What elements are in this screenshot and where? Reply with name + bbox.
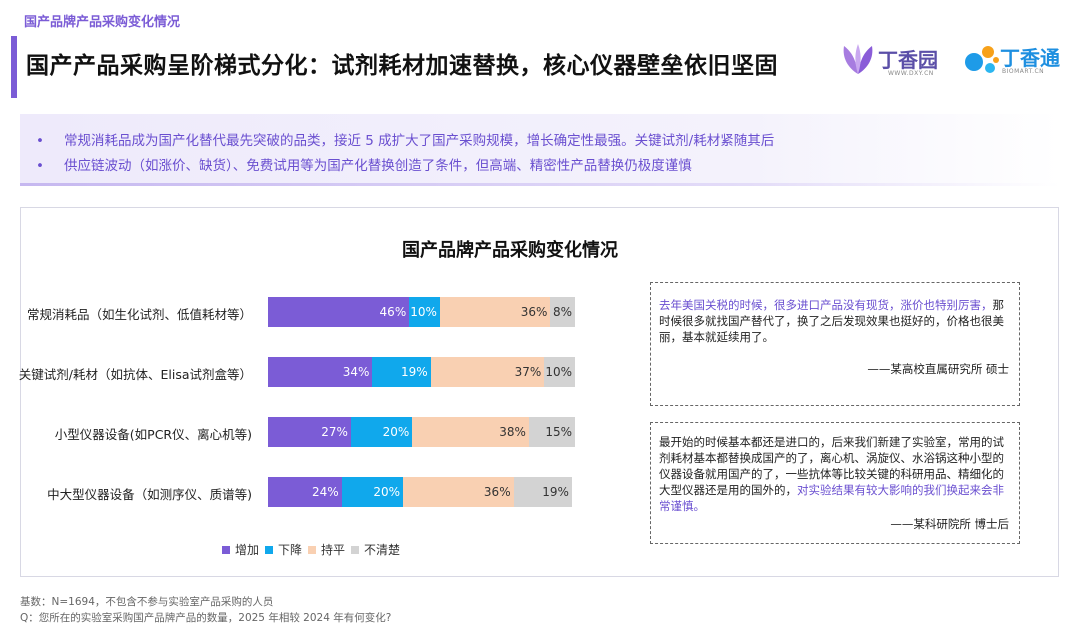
legend-swatch (308, 546, 317, 554)
data-label: 19% (542, 485, 569, 499)
legend-item: 不清楚 (351, 541, 400, 558)
category-label: 常规消耗品（如生化试剂、低值耗材等） (26, 307, 252, 322)
bar-segment (550, 297, 575, 327)
bar-segment (350, 417, 413, 447)
data-label: 10% (545, 365, 572, 379)
legend-label: 持平 (321, 543, 346, 557)
data-label: 19% (401, 365, 428, 379)
dxy-flower-icon (843, 44, 873, 74)
chart-title: 国产品牌产品采购变化情况 (402, 240, 618, 261)
data-label: 46% (379, 305, 407, 319)
quote-1-highlight: 去年美国关税的时候，很多进口产品没有现货，涨价也特别厉害， (659, 298, 993, 312)
category-label: 小型仪器设备(如PCR仪、离心机等) (54, 427, 252, 442)
finding-2-text: 供应链波动（如涨价、缺货）、免费试用等为国产化替换创造了条件，但高端、精密性产品… (64, 158, 692, 174)
dxy-logo: 丁香园 WWW.DXY.CN (838, 40, 948, 80)
legend-label: 增加 (235, 543, 260, 557)
bar-segment (268, 417, 351, 447)
quote-2-source: ——某科研院所 博士后 (890, 517, 1009, 531)
data-label: 27% (321, 425, 348, 439)
data-label: 20% (382, 425, 410, 439)
bar-segment (409, 297, 440, 327)
bar-segment (268, 357, 373, 387)
quote-card-2: 最开始的时候基本都还是进口的，后来我们新建了实验室，常用的试剂耗材基本都替换成国… (650, 422, 1020, 544)
biomart-logo-text: 丁香通 (1000, 46, 1060, 70)
quote-2-highlight: 对实验结果有较大影响的我们换起来会非常谨慎。 (659, 483, 1004, 513)
legend-label: 不清楚 (364, 543, 401, 557)
findings-underline (20, 183, 1060, 186)
legend-item: 下降 (265, 541, 302, 558)
data-label: 8% (552, 305, 572, 319)
data-label: 34% (342, 365, 370, 379)
biomart-logo: 丁香通 BIOMART.CN (962, 40, 1072, 80)
bar-segment (430, 357, 545, 387)
legend-item: 持平 (308, 541, 345, 558)
legend-item: 增加 (222, 541, 259, 558)
bar-segment (439, 297, 551, 327)
finding-1: • 常规消耗品成为国产化替代最先突破的品类，接近 5 成扩大了国产采购规模，增长确… (36, 129, 774, 149)
data-label: 15% (545, 425, 572, 439)
category-label: 中大型仪器设备（如测序仪、质谱等) (47, 487, 252, 502)
quote-2-rest: 最开始的时候基本都还是进口的，后来我们新建了实验室，常用的试剂耗材基本都替换成国… (659, 435, 1004, 497)
dxy-logo-text: 丁香园 (878, 48, 938, 72)
bar-segment (341, 477, 404, 507)
data-label: 24% (312, 485, 339, 499)
quote-1-text: 去年美国关税的时候，很多进口产品没有现货，涨价也特别厉害，那时候很多就找国产替代… (659, 297, 1011, 345)
title-accent-bar (11, 36, 17, 98)
page-title: 国产产品采购呈阶梯式分化：试剂耗材加速替换，核心仪器壁垒依旧坚固 (26, 53, 778, 79)
biomart-dots-icon (965, 46, 999, 73)
data-label: 20% (373, 485, 401, 499)
bar-segment (403, 477, 514, 507)
bar-segment (372, 357, 431, 387)
bar-segment (268, 477, 342, 507)
bar-segment (544, 357, 575, 387)
footnote-question: Q：您所在的实验室采购国产品牌产品的数量，2025 年相较 2024 年有何变化… (20, 612, 392, 624)
finding-2: • 供应链波动（如涨价、缺货）、免费试用等为国产化替换创造了条件，但高端、精密性产… (36, 154, 692, 174)
data-label: 38% (499, 425, 526, 439)
legend-swatch (351, 546, 360, 554)
bullet-marker: • (36, 158, 44, 174)
key-findings-box: • 常规消耗品成为国产化替代最先突破的品类，接近 5 成扩大了国产采购规模，增长确… (20, 114, 1060, 186)
quote-1-source: ——某高校直属研究所 硕士 (867, 362, 1009, 376)
biomart-logo-sub: BIOMART.CN (1002, 68, 1045, 75)
category-label: 关键试剂/耗材（如抗体、Elisa试剂盒等） (18, 367, 252, 382)
data-label: 10% (410, 305, 437, 319)
dxy-logo-sub: WWW.DXY.CN (888, 70, 934, 77)
bar-segment (268, 297, 410, 327)
legend-swatch (265, 546, 274, 554)
data-label: 36% (520, 305, 548, 319)
quote-card-1: 去年美国关税的时候，很多进口产品没有现货，涨价也特别厉害，那时候很多就找国产替代… (650, 282, 1020, 406)
footnote-base: 基数：N=1694，不包含不参与实验室产品采购的人员 (20, 596, 274, 608)
legend-label: 下降 (278, 543, 303, 557)
data-label: 37% (514, 365, 542, 379)
bar-segment (412, 417, 529, 447)
bar-segment (513, 477, 572, 507)
bar-segment (528, 417, 575, 447)
bullet-marker: • (36, 133, 44, 149)
chart-legend: 增加 下降 持平 不清楚 (222, 541, 406, 558)
top-label: 国产品牌产品采购变化情况 (24, 15, 181, 30)
data-label: 36% (483, 485, 511, 499)
quote-2-text: 最开始的时候基本都还是进口的，后来我们新建了实验室，常用的试剂耗材基本都替换成国… (659, 434, 1011, 514)
quote-1-rest: 那时候很多就找国产替代了，换了之后发现效果也挺好的，价格也很美丽，基本就延续用了… (659, 298, 1004, 344)
finding-1-text: 常规消耗品成为国产化替代最先突破的品类，接近 5 成扩大了国产采购规模，增长确定… (64, 133, 775, 149)
legend-swatch (222, 546, 230, 554)
